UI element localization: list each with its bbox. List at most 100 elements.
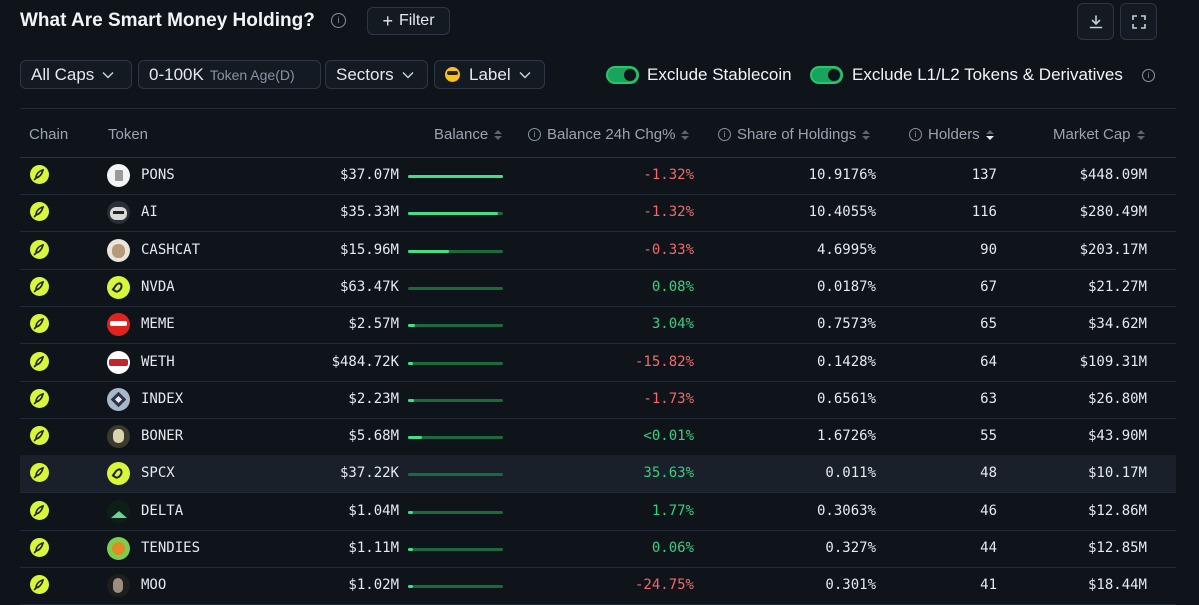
- info-icon[interactable]: i: [909, 128, 922, 141]
- balance-bar: [408, 286, 503, 290]
- table-header: Chain Token Balance i Balance 24h Chg% i…: [20, 109, 1176, 158]
- holders-value: 67: [980, 278, 997, 295]
- exclude-stablecoin-label: Exclude Stablecoin: [647, 65, 792, 84]
- table-row[interactable]: MOO $1.02M -24.75% 0.301% 41 $18.44M: [20, 567, 1176, 605]
- table-row[interactable]: PONS $37.07M -1.32% 10.9176% 137 $448.09M: [20, 157, 1176, 195]
- info-icon[interactable]: i: [718, 128, 731, 141]
- chain-icon: [30, 538, 49, 557]
- page-title: What Are Smart Money Holding?: [20, 10, 315, 31]
- market-cap-value: $109.31M: [1079, 353, 1147, 370]
- token-symbol[interactable]: AI: [141, 204, 158, 221]
- token-symbol[interactable]: MOO: [141, 577, 167, 594]
- balance-value: $1.02M: [348, 577, 399, 594]
- token-symbol[interactable]: CASHCAT: [141, 241, 201, 258]
- table-row[interactable]: NVDA $63.47K 0.08% 0.0187% 67 $21.27M: [20, 269, 1176, 307]
- token-symbol[interactable]: NVDA: [141, 278, 175, 295]
- balance-value: $37.22K: [339, 465, 399, 482]
- balance-bar-fill: [408, 398, 414, 402]
- balance-bar: [408, 324, 503, 328]
- exclude-stablecoin-toggle[interactable]: [606, 66, 639, 84]
- token-symbol[interactable]: WETH: [141, 353, 175, 370]
- weth-icon: [107, 350, 130, 374]
- market-cap-value: $43.90M: [1087, 428, 1147, 445]
- token-symbol[interactable]: MEME: [141, 316, 175, 333]
- table-row[interactable]: WETH $484.72K -15.82% 0.1428% 64 $109.31M: [20, 344, 1176, 382]
- column-holders[interactable]: i Holders: [909, 126, 994, 143]
- header: What Are Smart Money Holding? i + Filter: [0, 0, 1199, 46]
- cashcat-icon: [107, 238, 130, 262]
- balance-bar-fill: [408, 585, 413, 589]
- balance-change-value: 35.63%: [643, 465, 694, 482]
- plus-icon: +: [382, 11, 393, 31]
- tendies-icon: [107, 537, 130, 560]
- moo-icon: [107, 574, 130, 598]
- table-row[interactable]: CASHCAT $15.96M -0.33% 4.6995% 90 $203.17M: [20, 232, 1176, 270]
- balance-bar-fill: [408, 361, 413, 365]
- token-symbol[interactable]: BONER: [141, 428, 184, 445]
- token-symbol[interactable]: INDEX: [141, 390, 184, 407]
- table-row[interactable]: BONER $5.68M <0.01% 1.6726% 55 $43.90M: [20, 418, 1176, 457]
- holders-value: 55: [980, 428, 997, 445]
- share-value: 0.327%: [825, 540, 876, 556]
- balance-value: $1.04M: [348, 502, 399, 519]
- token-symbol[interactable]: DELTA: [141, 502, 184, 519]
- balance-bar: [408, 585, 503, 589]
- token-symbol[interactable]: PONS: [141, 167, 175, 183]
- info-icon[interactable]: i: [331, 13, 346, 28]
- balance-change-value: -1.73%: [643, 390, 694, 407]
- column-chain-label: Chain: [29, 126, 69, 143]
- token-symbol[interactable]: TENDIES: [141, 540, 201, 556]
- balance-value: $2.23M: [348, 390, 399, 407]
- table-row[interactable]: MEME $2.57M 3.04% 0.7573% 65 $34.62M: [20, 306, 1176, 345]
- fullscreen-icon: [1131, 14, 1146, 29]
- table-row[interactable]: DELTA $1.04M 1.77% 0.3063% 46 $12.86M: [20, 493, 1176, 531]
- ai-cat-icon: [107, 201, 130, 225]
- delta-icon: [107, 499, 130, 523]
- column-token-label: Token: [108, 126, 149, 143]
- column-balance[interactable]: Balance: [434, 126, 503, 143]
- info-icon[interactable]: i: [528, 128, 541, 141]
- chain-icon: [30, 388, 49, 408]
- token-symbol[interactable]: SPCX: [141, 465, 175, 482]
- column-balance-change-label: Balance 24h Chg%: [547, 126, 676, 143]
- table-row[interactable]: SPCX $37.22K 35.63% 0.011% 48 $10.17M: [20, 455, 1176, 494]
- holdings-table: Chain Token Balance i Balance 24h Chg% i…: [20, 108, 1176, 605]
- balance-value: $15.96M: [339, 241, 399, 258]
- column-share[interactable]: i Share of Holdings: [718, 126, 871, 143]
- share-value: 0.7573%: [816, 316, 876, 333]
- balance-bar: [408, 175, 503, 178]
- token-age-filter[interactable]: 0-100K Token Age(D): [138, 60, 321, 89]
- balance-bar: [408, 548, 503, 551]
- share-value: 1.6726%: [816, 428, 876, 445]
- balance-bar-fill: [408, 436, 423, 440]
- holders-value: 63: [980, 390, 997, 407]
- column-market-cap[interactable]: Market Cap: [1053, 126, 1145, 143]
- column-balance-change[interactable]: i Balance 24h Chg%: [528, 126, 690, 143]
- token-age-label: Token Age(D): [209, 66, 295, 83]
- label-dropdown[interactable]: Label: [434, 60, 545, 89]
- sectors-dropdown[interactable]: Sectors: [325, 60, 428, 89]
- balance-bar: [408, 473, 503, 477]
- balance-change-value: <0.01%: [643, 428, 694, 445]
- exclude-l1l2-toggle[interactable]: [810, 66, 843, 84]
- chain-icon: [30, 575, 49, 595]
- sort-icon: [862, 129, 871, 140]
- balance-change-value: -24.75%: [634, 577, 694, 594]
- market-cap-value: $26.80M: [1087, 390, 1147, 407]
- balance-bar-fill: [408, 249, 449, 253]
- balance-bar-fill: [408, 324, 415, 328]
- balance-change-value: -15.82%: [634, 353, 694, 370]
- holders-value: 44: [980, 540, 997, 556]
- table-row[interactable]: AI $35.33M -1.32% 10.4055% 116 $280.49M: [20, 194, 1176, 233]
- filter-label: Filter: [398, 12, 435, 29]
- download-button[interactable]: [1077, 3, 1114, 40]
- table-row[interactable]: TENDIES $1.11M 0.06% 0.327% 44 $12.85M: [20, 530, 1176, 568]
- balance-value: $63.47K: [339, 278, 399, 295]
- caps-dropdown[interactable]: All Caps: [20, 60, 132, 89]
- column-holders-label: Holders: [928, 126, 980, 143]
- table-row[interactable]: INDEX $2.23M -1.73% 0.6561% 63 $26.80M: [20, 381, 1176, 419]
- info-icon[interactable]: i: [1142, 69, 1155, 82]
- fullscreen-button[interactable]: [1120, 3, 1157, 40]
- filter-button[interactable]: + Filter: [367, 7, 450, 35]
- holders-value: 48: [980, 465, 997, 482]
